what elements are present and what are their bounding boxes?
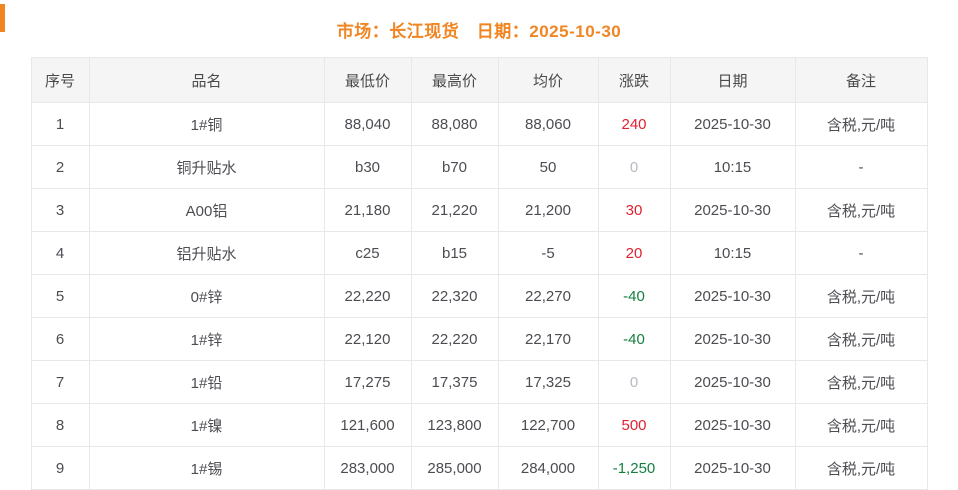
row-index-cell: 3 [30, 188, 90, 232]
date-cell: 2025-10-30 [669, 317, 796, 361]
price-table-header: 序号 品名 最低价 最高价 均价 涨跌 日期 备注 [30, 57, 928, 103]
low-price-cell: c25 [323, 231, 412, 275]
table-row: 9 1#锡 283,000 285,000 284,000 -1,250 202… [30, 446, 928, 490]
avg-price-cell: 22,170 [497, 317, 599, 361]
table-row: 1 1#铜 88,040 88,080 88,060 240 2025-10-3… [30, 102, 928, 146]
product-name-cell: 1#锡 [88, 446, 325, 490]
date-cell: 2025-10-30 [669, 274, 796, 318]
col-header-change: 涨跌 [597, 57, 671, 103]
product-name-cell: 1#铅 [88, 360, 325, 404]
col-header-date: 日期 [669, 57, 796, 103]
table-row: 4 铝升贴水 c25 b15 -5 20 10:15 - [30, 231, 928, 275]
note-cell: 含税,元/吨 [794, 274, 928, 318]
date-cell: 2025-10-30 [669, 102, 796, 146]
avg-price-cell: 122,700 [497, 403, 599, 447]
change-cell: -40 [597, 317, 671, 361]
product-name-cell: 0#锌 [88, 274, 325, 318]
low-price-cell: b30 [323, 145, 412, 189]
high-price-cell: 22,220 [410, 317, 499, 361]
change-cell: -1,250 [597, 446, 671, 490]
date-cell: 2025-10-30 [669, 188, 796, 232]
row-index-cell: 9 [30, 446, 90, 490]
col-header-name: 品名 [88, 57, 325, 103]
col-header-note: 备注 [794, 57, 928, 103]
high-price-cell: 21,220 [410, 188, 499, 232]
avg-price-cell: 17,325 [497, 360, 599, 404]
product-name-cell: 铝升贴水 [88, 231, 325, 275]
avg-price-cell: -5 [497, 231, 599, 275]
row-index-cell: 6 [30, 317, 90, 361]
col-header-avg: 均价 [497, 57, 599, 103]
change-cell: -40 [597, 274, 671, 318]
col-header-low: 最低价 [323, 57, 412, 103]
row-index-cell: 4 [30, 231, 90, 275]
high-price-cell: b15 [410, 231, 499, 275]
high-price-cell: 285,000 [410, 446, 499, 490]
low-price-cell: 22,120 [323, 317, 412, 361]
high-price-cell: 17,375 [410, 360, 499, 404]
change-cell: 0 [597, 145, 671, 189]
product-name-cell: 铜升贴水 [88, 145, 325, 189]
change-cell: 240 [597, 102, 671, 146]
product-name-cell: 1#铜 [88, 102, 325, 146]
avg-price-cell: 284,000 [497, 446, 599, 490]
table-row: 8 1#镍 121,600 123,800 122,700 500 2025-1… [30, 403, 928, 447]
avg-price-cell: 21,200 [497, 188, 599, 232]
avg-price-cell: 50 [497, 145, 599, 189]
price-table: 序号 品名 最低价 最高价 均价 涨跌 日期 备注 1 1#铜 88,040 8… [30, 57, 928, 490]
header-row: 序号 品名 最低价 最高价 均价 涨跌 日期 备注 [30, 57, 928, 103]
table-row: 6 1#锌 22,120 22,220 22,170 -40 2025-10-3… [30, 317, 928, 361]
low-price-cell: 17,275 [323, 360, 412, 404]
change-cell: 0 [597, 360, 671, 404]
note-cell: 含税,元/吨 [794, 403, 928, 447]
note-cell: 含税,元/吨 [794, 102, 928, 146]
high-price-cell: b70 [410, 145, 499, 189]
page-title: 市场：长江现货 日期：2025-10-30 [336, 22, 622, 41]
note-cell: 含税,元/吨 [794, 360, 928, 404]
note-cell: - [794, 145, 928, 189]
date-cell: 10:15 [669, 145, 796, 189]
table-row: 5 0#锌 22,220 22,320 22,270 -40 2025-10-3… [30, 274, 928, 318]
col-header-high: 最高价 [410, 57, 499, 103]
product-name-cell: A00铝 [88, 188, 325, 232]
row-index-cell: 2 [30, 145, 90, 189]
high-price-cell: 22,320 [410, 274, 499, 318]
avg-price-cell: 22,270 [497, 274, 599, 318]
date-cell: 2025-10-30 [669, 403, 796, 447]
edge-accent-sliver [0, 4, 5, 32]
date-cell: 10:15 [669, 231, 796, 275]
low-price-cell: 121,600 [323, 403, 412, 447]
row-index-cell: 7 [30, 360, 90, 404]
note-cell: 含税,元/吨 [794, 317, 928, 361]
avg-price-cell: 88,060 [497, 102, 599, 146]
low-price-cell: 21,180 [323, 188, 412, 232]
product-name-cell: 1#镍 [88, 403, 325, 447]
low-price-cell: 88,040 [323, 102, 412, 146]
table-row: 3 A00铝 21,180 21,220 21,200 30 2025-10-3… [30, 188, 928, 232]
row-index-cell: 1 [30, 102, 90, 146]
price-table-body: 1 1#铜 88,040 88,080 88,060 240 2025-10-3… [30, 102, 928, 490]
note-cell: - [794, 231, 928, 275]
low-price-cell: 283,000 [323, 446, 412, 490]
table-row: 2 铜升贴水 b30 b70 50 0 10:15 - [30, 145, 928, 189]
high-price-cell: 88,080 [410, 102, 499, 146]
change-cell: 500 [597, 403, 671, 447]
change-cell: 30 [597, 188, 671, 232]
date-cell: 2025-10-30 [669, 360, 796, 404]
note-cell: 含税,元/吨 [794, 446, 928, 490]
high-price-cell: 123,800 [410, 403, 499, 447]
note-cell: 含税,元/吨 [794, 188, 928, 232]
row-index-cell: 8 [30, 403, 90, 447]
low-price-cell: 22,220 [323, 274, 412, 318]
product-name-cell: 1#锌 [88, 317, 325, 361]
col-header-index: 序号 [30, 57, 90, 103]
table-row: 7 1#铅 17,275 17,375 17,325 0 2025-10-30 … [30, 360, 928, 404]
row-index-cell: 5 [30, 274, 90, 318]
date-cell: 2025-10-30 [669, 446, 796, 490]
change-cell: 20 [597, 231, 671, 275]
